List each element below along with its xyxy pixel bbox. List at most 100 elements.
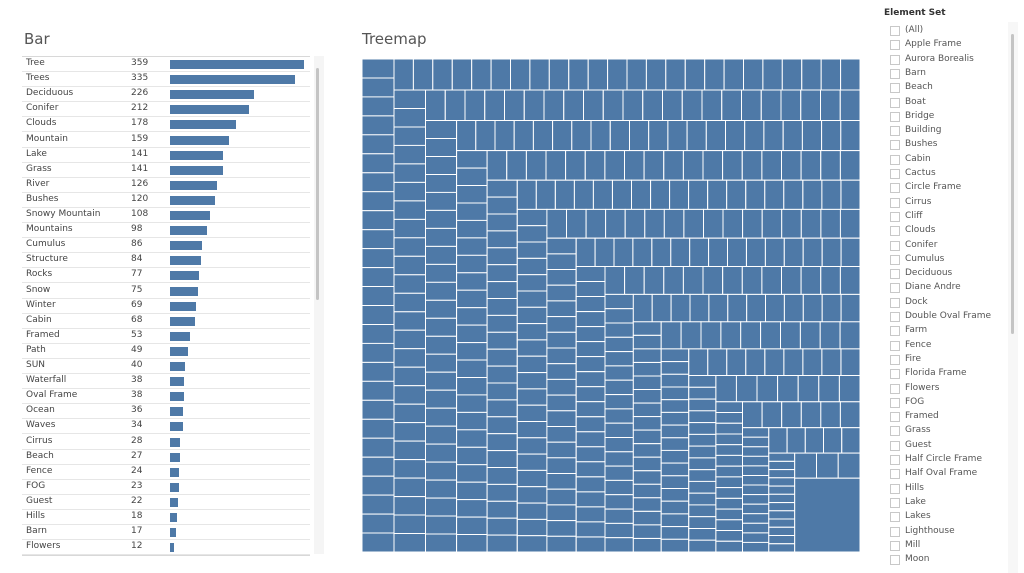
treemap-cell[interactable] xyxy=(546,331,577,349)
treemap-cell[interactable] xyxy=(777,375,799,403)
treemap-cell[interactable] xyxy=(575,431,606,448)
treemap-cell[interactable] xyxy=(471,59,492,91)
treemap-cell[interactable] xyxy=(575,476,606,493)
treemap-cell[interactable] xyxy=(604,465,634,481)
bar-row[interactable]: Framed 53 xyxy=(22,329,310,344)
treemap-cell[interactable] xyxy=(742,503,770,515)
treemap-cell[interactable] xyxy=(456,254,488,274)
treemap-cell[interactable] xyxy=(688,469,717,483)
treemap-cell[interactable] xyxy=(546,347,577,365)
treemap-cell[interactable] xyxy=(741,266,763,295)
treemap-cell[interactable] xyxy=(708,293,729,323)
treemap-cell[interactable] xyxy=(802,237,823,267)
treemap-cell[interactable] xyxy=(486,314,518,333)
treemap-cell[interactable] xyxy=(425,89,446,121)
treemap-cell[interactable] xyxy=(768,477,796,487)
treemap-cell[interactable] xyxy=(575,311,606,328)
treemap-cell[interactable] xyxy=(362,475,395,496)
treemap-cell[interactable] xyxy=(362,59,395,79)
treemap-cell[interactable] xyxy=(425,515,457,535)
treemap-cell[interactable] xyxy=(660,386,690,401)
treemap-cell[interactable] xyxy=(425,497,457,517)
bar[interactable] xyxy=(170,497,179,507)
treemap-cell[interactable] xyxy=(762,59,783,91)
treemap-cell[interactable] xyxy=(604,494,634,510)
treemap-cell[interactable] xyxy=(764,348,785,377)
treemap-cell[interactable] xyxy=(604,379,634,396)
treemap-cell[interactable] xyxy=(821,120,842,152)
treemap-cell[interactable] xyxy=(839,150,860,181)
treemap-cell[interactable] xyxy=(456,394,488,413)
bar-chart-scrollbar[interactable] xyxy=(314,56,324,554)
treemap-cell[interactable] xyxy=(456,464,488,483)
treemap-cell[interactable] xyxy=(456,377,488,396)
treemap-cell[interactable] xyxy=(840,237,860,267)
treemap-cell[interactable] xyxy=(456,342,488,361)
treemap-cell[interactable] xyxy=(425,299,457,319)
treemap-cell[interactable] xyxy=(632,402,662,418)
treemap-cell[interactable] xyxy=(839,89,860,121)
treemap-cell[interactable] xyxy=(632,293,653,323)
treemap-cell[interactable] xyxy=(529,59,550,91)
treemap-cell[interactable] xyxy=(546,284,577,302)
treemap-cell[interactable] xyxy=(722,266,743,295)
filter-checkbox[interactable] xyxy=(890,526,900,537)
treemap-cell[interactable] xyxy=(704,59,725,91)
treemap-cell[interactable] xyxy=(660,424,690,439)
treemap-cell[interactable] xyxy=(604,365,634,381)
bar[interactable] xyxy=(170,286,198,296)
filter-checkbox[interactable] xyxy=(890,197,900,208)
treemap-cell[interactable] xyxy=(456,411,488,431)
treemap-cell[interactable] xyxy=(575,281,606,297)
treemap-cell[interactable] xyxy=(604,394,634,410)
treemap-cell[interactable] xyxy=(575,446,606,463)
treemap-cell[interactable] xyxy=(632,389,662,404)
treemap-cell[interactable] xyxy=(575,296,606,312)
treemap-cell[interactable] xyxy=(425,174,457,193)
treemap-cell[interactable] xyxy=(486,179,518,198)
treemap-cell[interactable] xyxy=(604,351,634,367)
treemap-cell[interactable] xyxy=(486,331,518,350)
bar-row[interactable]: Oval Frame 38 xyxy=(22,389,310,405)
filter-checkbox[interactable] xyxy=(890,40,900,51)
treemap-cell[interactable] xyxy=(688,539,717,552)
treemap-cell[interactable] xyxy=(688,480,717,494)
treemap-cell[interactable] xyxy=(604,508,634,524)
treemap-cell[interactable] xyxy=(604,336,634,353)
treemap-cell[interactable] xyxy=(393,496,426,516)
treemap-cell[interactable] xyxy=(768,543,796,552)
treemap-cell[interactable] xyxy=(689,237,710,267)
treemap-cell[interactable] xyxy=(393,385,426,405)
treemap-cell[interactable] xyxy=(745,348,766,377)
treemap-cell[interactable] xyxy=(650,179,671,210)
treemap-cell[interactable] xyxy=(802,348,823,377)
treemap-cell[interactable] xyxy=(425,281,457,301)
bar-row[interactable]: Beach 27 xyxy=(22,450,310,465)
treemap-cell[interactable] xyxy=(456,534,488,553)
treemap-cell[interactable] xyxy=(545,150,567,181)
treemap-cell[interactable] xyxy=(735,375,758,403)
treemap-cell[interactable] xyxy=(362,153,395,174)
bar[interactable] xyxy=(170,422,183,432)
treemap-cell[interactable] xyxy=(768,493,796,503)
treemap-cell[interactable] xyxy=(632,237,653,267)
treemap-cell[interactable] xyxy=(604,479,634,496)
treemap-cell[interactable] xyxy=(761,266,782,295)
treemap-cell[interactable] xyxy=(643,266,665,295)
treemap-cell[interactable] xyxy=(575,326,606,343)
filter-checkbox[interactable] xyxy=(890,354,900,365)
treemap-cell[interactable] xyxy=(682,150,704,181)
treemap-cell[interactable] xyxy=(682,266,704,295)
bar[interactable] xyxy=(170,437,181,447)
treemap-cell[interactable] xyxy=(604,322,634,338)
treemap-cell[interactable] xyxy=(801,59,822,91)
treemap-cell[interactable] xyxy=(742,484,770,496)
filter-checkbox[interactable] xyxy=(890,226,900,237)
treemap-cell[interactable] xyxy=(425,353,457,373)
treemap-cell[interactable] xyxy=(632,456,662,472)
bar[interactable] xyxy=(170,301,196,311)
treemap-cell[interactable] xyxy=(840,59,860,91)
treemap-cell[interactable] xyxy=(631,179,651,210)
treemap-cell[interactable] xyxy=(425,533,457,552)
treemap-cell[interactable] xyxy=(393,59,414,91)
